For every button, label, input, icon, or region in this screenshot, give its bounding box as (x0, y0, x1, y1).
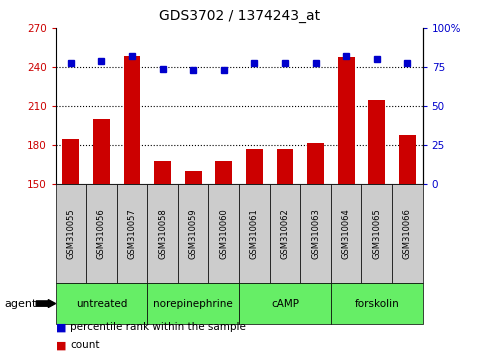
Text: GDS3702 / 1374243_at: GDS3702 / 1374243_at (158, 9, 320, 23)
Bar (93, 119, 110, 184)
Bar (62, 139, 79, 184)
Bar (338, 57, 355, 184)
Text: GSM310065: GSM310065 (372, 208, 381, 259)
Text: norepinephrine: norepinephrine (153, 298, 233, 309)
Text: forskolin: forskolin (355, 298, 399, 309)
Bar (185, 171, 201, 184)
Bar (399, 135, 416, 184)
Text: ■: ■ (56, 322, 66, 332)
Text: GSM310064: GSM310064 (341, 208, 351, 259)
Text: GSM310060: GSM310060 (219, 208, 228, 259)
Text: GSM310063: GSM310063 (311, 208, 320, 259)
Bar (215, 161, 232, 184)
Bar (369, 100, 385, 184)
Text: agent: agent (5, 298, 37, 309)
Text: count: count (70, 340, 99, 350)
Bar (246, 149, 263, 184)
Bar (277, 149, 293, 184)
Bar (154, 161, 171, 184)
Text: GSM310066: GSM310066 (403, 208, 412, 259)
Text: GSM310055: GSM310055 (66, 208, 75, 259)
Text: GSM310058: GSM310058 (158, 208, 167, 259)
Text: cAMP: cAMP (271, 298, 299, 309)
Text: untreated: untreated (76, 298, 127, 309)
Text: GSM310056: GSM310056 (97, 208, 106, 259)
Text: GSM310057: GSM310057 (128, 208, 137, 259)
Text: percentile rank within the sample: percentile rank within the sample (70, 322, 246, 332)
Text: ■: ■ (56, 340, 66, 350)
Bar (124, 56, 141, 184)
Text: GSM310059: GSM310059 (189, 208, 198, 259)
Text: GSM310062: GSM310062 (281, 208, 289, 259)
Bar (307, 143, 324, 184)
Text: GSM310061: GSM310061 (250, 208, 259, 259)
